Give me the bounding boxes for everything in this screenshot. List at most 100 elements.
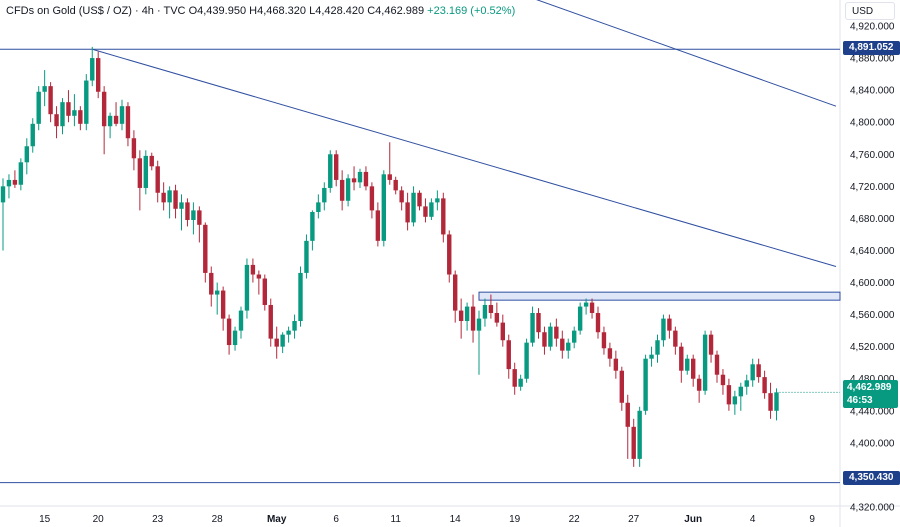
lower-level-label: 4,350.430 — [843, 471, 900, 485]
candle-body — [310, 211, 315, 241]
candle-body — [548, 326, 553, 347]
time-tick-label: 14 — [450, 514, 462, 525]
candle-body — [679, 346, 684, 371]
candle-body — [768, 393, 773, 411]
time-tick-label: 27 — [628, 514, 640, 525]
candle-body — [744, 380, 749, 387]
price-tick-label: 4,920.000 — [850, 22, 895, 33]
time-tick-label: 9 — [809, 514, 815, 525]
candle-body — [167, 190, 172, 203]
chart-legend: CFDs on Gold (US$ / OZ) · 4h · TVC O4,43… — [6, 5, 515, 17]
price-tick-label: 4,560.000 — [850, 310, 895, 321]
candle-body — [215, 290, 220, 295]
candle-body — [244, 264, 250, 311]
candle-body — [720, 374, 726, 386]
price-tick-label: 4,640.000 — [850, 246, 895, 257]
candle-body — [101, 91, 107, 127]
candle-body — [381, 174, 386, 241]
legend-close: C4,462.989 — [367, 5, 425, 17]
candle-body — [369, 186, 375, 211]
candle-body — [405, 202, 410, 223]
candle-body — [357, 171, 363, 183]
candle-body — [643, 358, 648, 411]
price-tick-label: 4,400.000 — [850, 438, 895, 449]
bar-countdown: 46:53 — [847, 395, 873, 406]
time-tick-label: 28 — [212, 514, 224, 525]
time-tick-label: 22 — [569, 514, 581, 525]
candle-body — [137, 158, 143, 188]
candle-body — [577, 306, 583, 331]
candle-body — [173, 190, 178, 209]
candle-body — [322, 187, 327, 203]
symbol-title: CFDs on Gold (US$ / OZ) · 4h · TVC — [6, 5, 186, 17]
candle-body — [131, 138, 137, 159]
resistance-zone — [478, 291, 841, 301]
candle-body — [274, 338, 279, 347]
candle-body — [60, 102, 65, 127]
candle-body — [96, 58, 101, 92]
candle-body — [298, 272, 303, 322]
candle-body — [762, 377, 767, 394]
candle-body — [203, 224, 208, 273]
candle-body — [280, 334, 285, 347]
candle-body — [411, 192, 416, 223]
candle-body — [696, 378, 702, 391]
legend-open: O4,439.950 — [188, 5, 247, 17]
candle-body — [417, 192, 422, 207]
candle-body — [399, 190, 404, 203]
candle-body — [90, 58, 95, 81]
candle-body — [226, 318, 232, 346]
price-tick-label: 4,880.000 — [850, 54, 895, 65]
candle-body — [185, 202, 190, 221]
candle-body — [500, 322, 505, 341]
candle-body — [113, 115, 119, 124]
candle-body — [256, 274, 262, 279]
candle-body — [423, 206, 428, 217]
candle-body — [583, 302, 589, 307]
candle-body — [560, 338, 565, 351]
trendline — [536, 0, 837, 107]
time-tick-label: 4 — [750, 514, 756, 525]
candle-body — [536, 312, 541, 333]
candle-body — [554, 326, 559, 339]
candle-body — [637, 410, 642, 459]
candle-body — [619, 370, 624, 403]
candle-body — [494, 312, 500, 323]
candle-body — [0, 186, 6, 203]
candle-body — [625, 402, 630, 427]
price-tick-label: 4,480.000 — [850, 374, 895, 385]
candle-body — [435, 198, 440, 203]
price-tick-label: 4,600.000 — [850, 278, 895, 289]
candle-body — [387, 174, 392, 180]
candle-body — [750, 364, 755, 381]
candle-body — [631, 426, 636, 459]
candle-body — [518, 378, 523, 387]
candle-body — [738, 386, 743, 397]
candle-body — [155, 166, 160, 193]
price-tick-label: 4,520.000 — [850, 342, 895, 353]
candle-body — [161, 192, 166, 203]
currency-button[interactable]: USD — [845, 2, 895, 20]
candle-body — [18, 162, 24, 185]
candle-body — [524, 342, 529, 379]
candle-body — [512, 369, 517, 387]
legend-high: H4,468.320 — [249, 5, 307, 17]
candle-body — [286, 330, 291, 335]
candle-body — [334, 154, 339, 180]
candle-body — [125, 106, 131, 139]
candle-body — [363, 171, 369, 187]
candle-body — [595, 312, 601, 333]
candle-body — [30, 123, 35, 147]
candle-body — [6, 179, 12, 187]
candle-body — [708, 334, 714, 355]
time-tick-label: May — [267, 514, 287, 525]
price-tick-label: 4,720.000 — [850, 182, 895, 193]
price-tick-label: 4,440.000 — [850, 406, 895, 417]
candle-body — [673, 330, 678, 347]
candle-body — [661, 318, 666, 341]
candle-body — [572, 330, 577, 343]
candle-body — [685, 358, 690, 371]
candle-body — [714, 354, 720, 375]
